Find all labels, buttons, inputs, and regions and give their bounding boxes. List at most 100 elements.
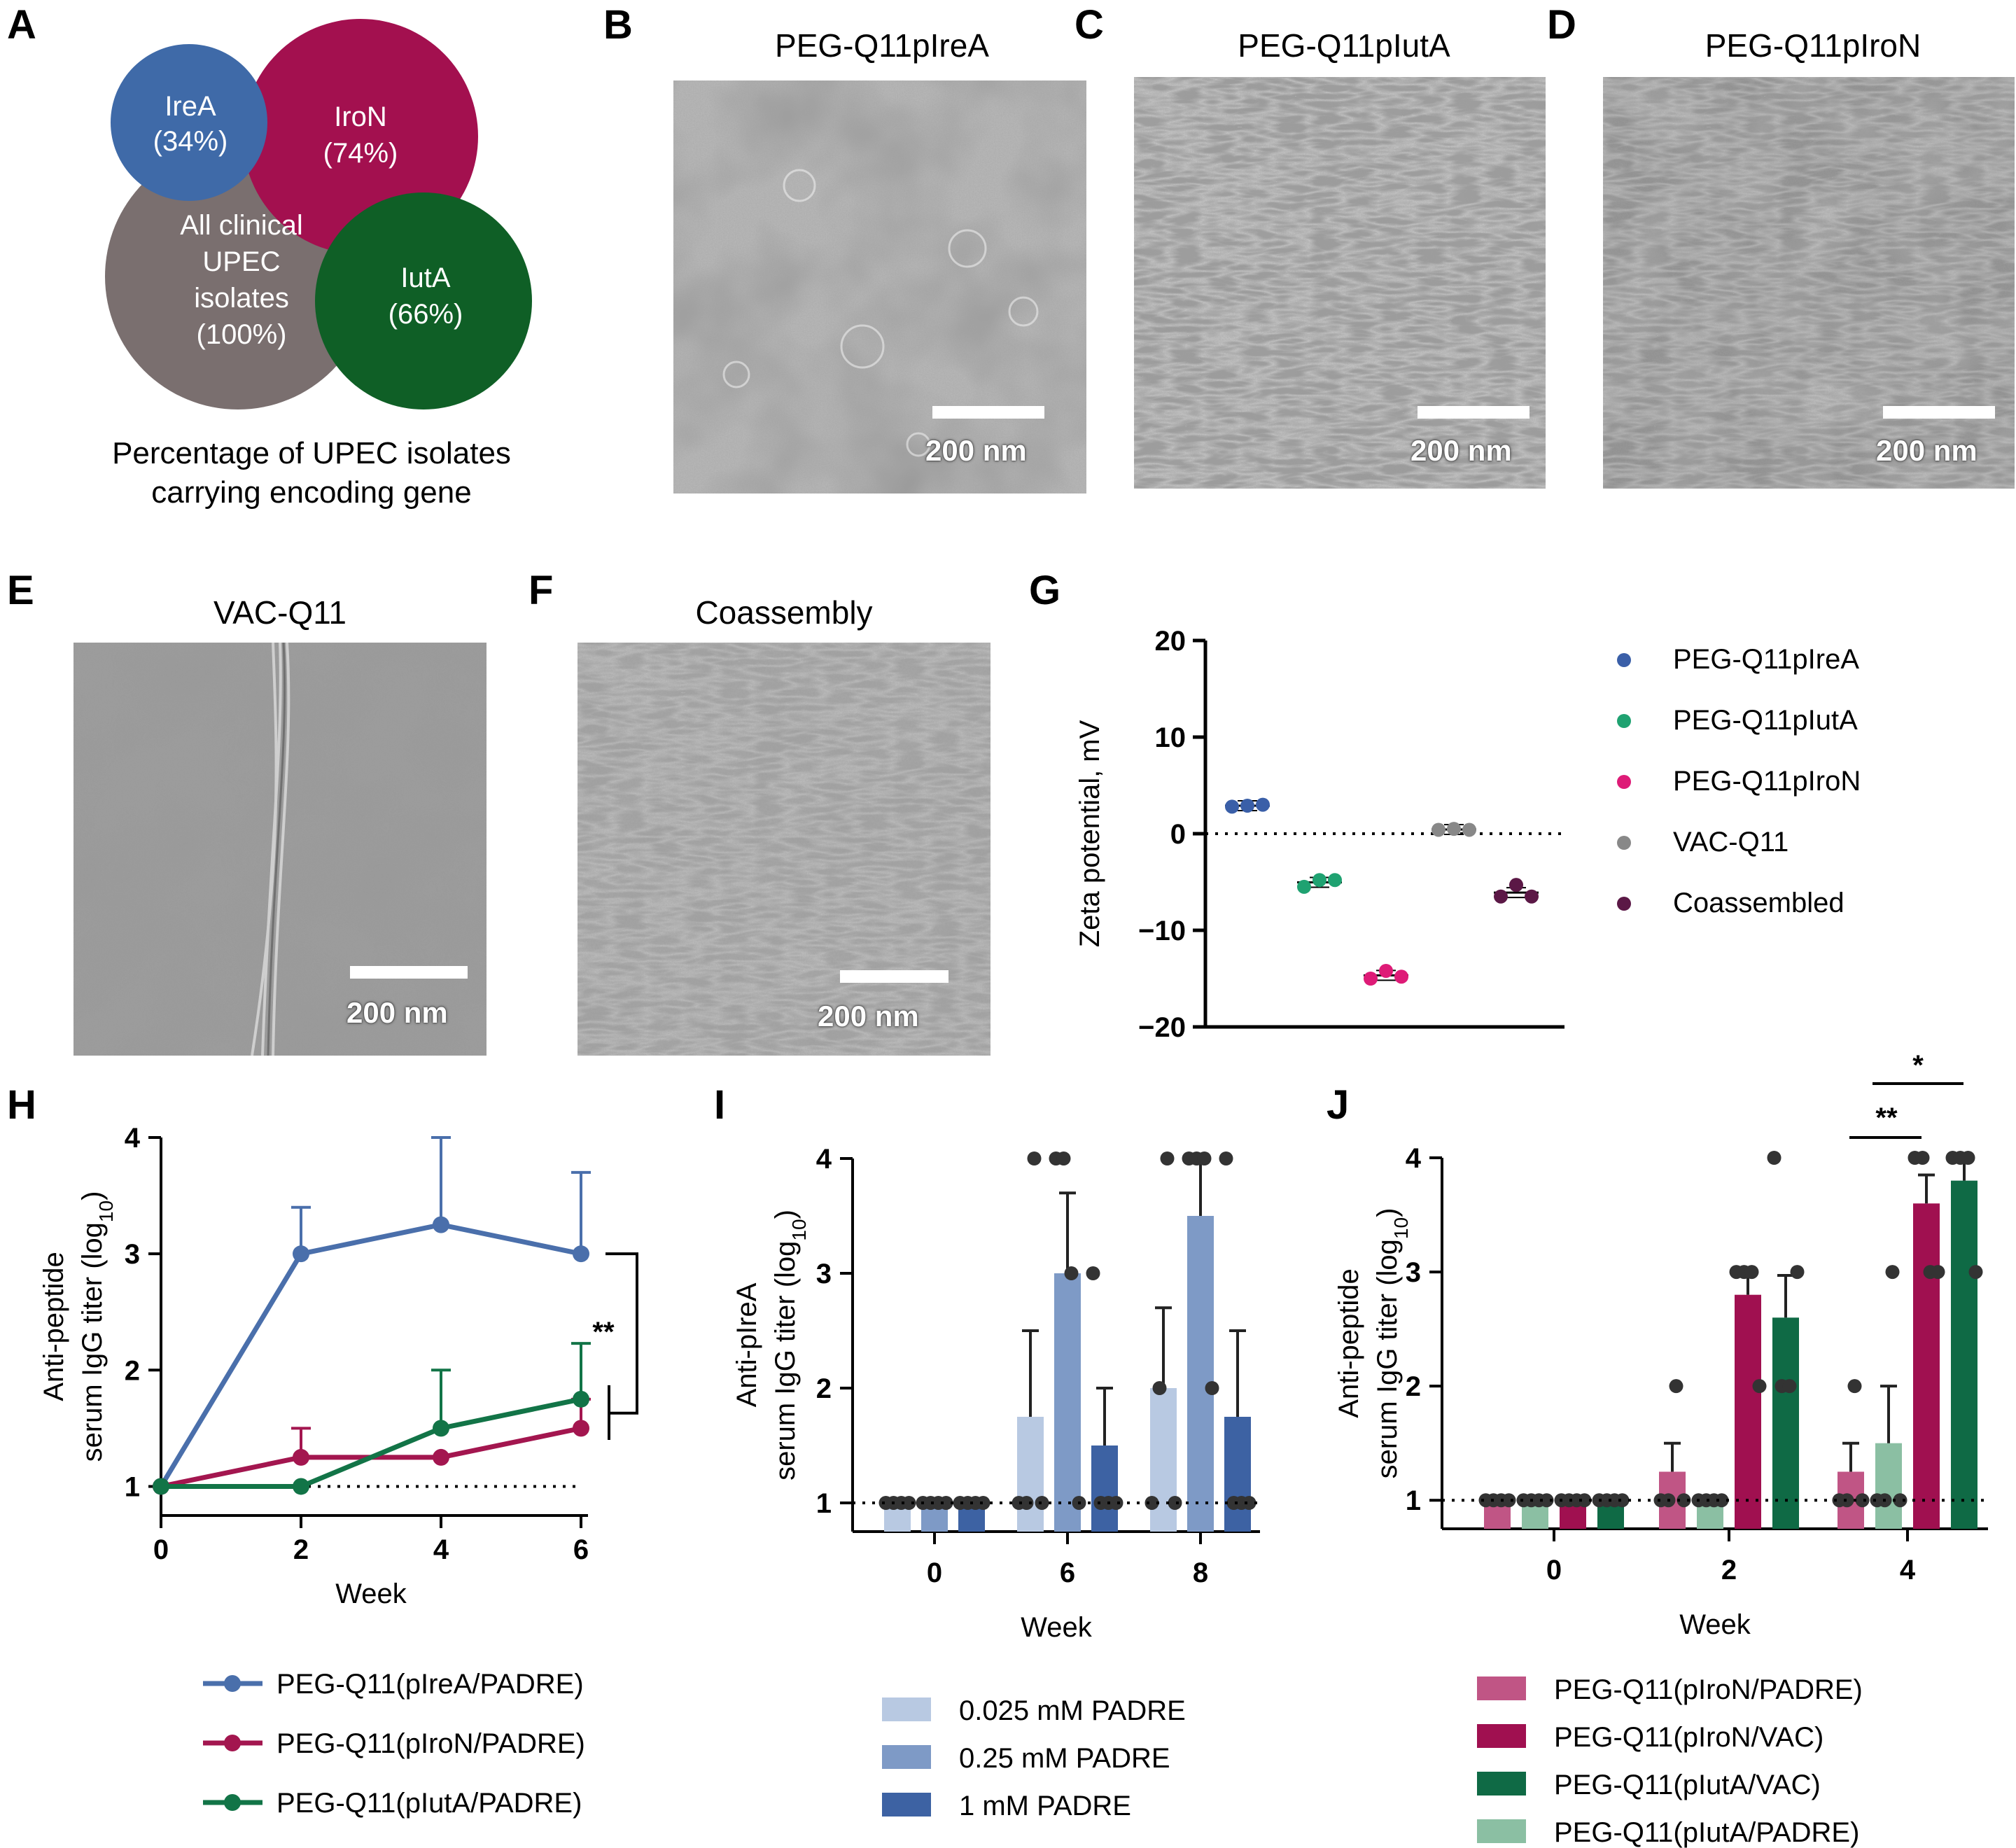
bar-data-point <box>1915 1151 1930 1165</box>
bar-data-point <box>1160 1152 1175 1166</box>
bar-x-axis-label: Week <box>1021 1612 1093 1643</box>
h-x-tick-label: 0 <box>153 1534 169 1565</box>
bar-data-point <box>1752 1379 1767 1394</box>
bar-x-tick-label: 6 <box>1060 1558 1075 1588</box>
panel-label-e: E <box>7 568 34 613</box>
anti-peptide-bar-chart: 1 2 3 4 0 2 4 Week Anti-peptide serum IgG titer (… <box>1334 1050 1988 1848</box>
bar <box>1091 1446 1118 1532</box>
bar-y-tick-label: 4 <box>816 1144 832 1175</box>
tem-title-f: Coassembly <box>695 594 873 631</box>
g-legend-label: PEG-Q11pIroN <box>1673 766 1861 797</box>
y-axis-label-line1: Anti-pIreA <box>732 1282 762 1407</box>
h-legend-label: PEG-Q11(pIroN/PADRE) <box>276 1728 585 1759</box>
y-axis-label-text: serum IgG titer (log <box>770 1241 801 1480</box>
h-x-tick-label: 4 <box>433 1534 449 1565</box>
g-legend-marker <box>1617 653 1631 667</box>
g-legend-label: PEG-Q11pIutA <box>1673 705 1858 736</box>
bar <box>1054 1273 1081 1532</box>
bar-data-point <box>1961 1151 1975 1165</box>
scale-bar-b <box>932 406 1044 419</box>
bar-data-point <box>902 1496 916 1510</box>
venn-circle-irea <box>111 44 267 201</box>
bar-y-tick-label: 1 <box>816 1488 832 1519</box>
h-y-tick-label: 4 <box>125 1123 141 1154</box>
j-sig-label-double: ** <box>1875 1102 1898 1133</box>
g-data-point <box>1494 889 1508 904</box>
scale-label-e: 200 nm <box>346 996 448 1029</box>
bar-y-tick-label: 2 <box>816 1373 832 1404</box>
bar-legend-swatch <box>1477 1819 1526 1843</box>
bar-legend-swatch <box>882 1745 931 1769</box>
g-y-axis-label: Zeta potential, mV <box>1074 720 1105 947</box>
h-y-tick-label: 2 <box>125 1355 140 1386</box>
venn-label-iron: IroN <box>334 102 387 132</box>
venn-label-all-3: isolates <box>194 283 289 314</box>
venn-label-iuta: IutA <box>400 262 450 293</box>
tem-image-c: 200 nm <box>1134 77 1546 489</box>
g-data-point <box>1379 963 1393 978</box>
bar <box>1017 1417 1044 1532</box>
bar-y-tick-label: 3 <box>1406 1257 1421 1288</box>
venn-circle-iuta <box>315 192 532 410</box>
g-legend-marker <box>1617 836 1631 850</box>
panel-label-i: I <box>714 1082 726 1128</box>
bar <box>1772 1317 1799 1529</box>
bar-data-point <box>1931 1265 1945 1280</box>
g-legend-label: PEG-Q11pIreA <box>1673 644 1859 675</box>
anti-peptide-line-chart: 1 2 3 4 0 2 4 6 Week Anti-peptide serum IgG titer … <box>38 1123 638 1819</box>
bar-data-point <box>1035 1496 1049 1510</box>
bar-data-point <box>1539 1493 1554 1508</box>
bar-data-point <box>1968 1265 1983 1280</box>
y-axis-label-sub: 10 <box>788 1219 810 1240</box>
g-data-point <box>1312 873 1326 888</box>
bar-y-tick-label: 3 <box>816 1259 832 1289</box>
g-data-point <box>1256 797 1270 812</box>
g-data-point <box>1225 799 1239 814</box>
bar-legend-swatch <box>1477 1772 1526 1795</box>
g-data-point <box>1240 798 1254 813</box>
zeta-potential-chart: −20 −10 0 10 20 Zeta potential, mV PEG-Q11pIre… <box>1074 626 1861 1043</box>
bar-data-point <box>1242 1496 1256 1510</box>
bar <box>1875 1443 1902 1529</box>
bar-data-point <box>1086 1266 1100 1280</box>
venn-label-all-1: All clinical <box>180 210 303 241</box>
tem-image-d: 200 nm <box>1603 77 2015 489</box>
h-legend-marker <box>224 1675 241 1692</box>
bar-data-point <box>1885 1265 1900 1280</box>
g-data-point <box>1432 822 1446 837</box>
bar-data-point <box>1197 1152 1212 1166</box>
bar-data-point <box>939 1496 953 1510</box>
venn-pct-all: (100%) <box>197 319 287 350</box>
y-axis-label-sub: 10 <box>1390 1217 1412 1239</box>
scale-bar-c <box>1418 406 1530 419</box>
panel-label-h: H <box>7 1082 36 1128</box>
bar-data-point <box>1676 1493 1691 1508</box>
g-data-point <box>1462 822 1476 837</box>
bar <box>1150 1388 1177 1532</box>
tem-title-d: PEG-Q11pIroN <box>1704 27 1921 64</box>
bar-legend-label: 0.25 mM PADRE <box>959 1743 1170 1774</box>
bar-legend-swatch <box>882 1793 931 1816</box>
bar-data-point <box>1109 1496 1124 1510</box>
bar-data-point <box>1790 1265 1805 1280</box>
scale-label-d: 200 nm <box>1876 434 1977 467</box>
y-axis-label-end: ) <box>77 1191 108 1200</box>
bar-data-point <box>1577 1493 1592 1508</box>
g-data-point <box>1509 878 1523 892</box>
bar <box>1913 1203 1940 1529</box>
y-axis-label-sub: 10 <box>95 1200 117 1222</box>
bar-data-point <box>1152 1381 1167 1395</box>
bar <box>1951 1180 1977 1529</box>
tem-title-e: VAC-Q11 <box>213 594 347 631</box>
bar-x-tick-label: 8 <box>1193 1558 1208 1588</box>
venn-label-all-2: UPEC <box>202 246 280 277</box>
bar-y-tick-label: 1 <box>1406 1485 1421 1516</box>
g-legend-label: Coassembled <box>1673 888 1844 918</box>
g-y-tick-label: 10 <box>1155 722 1186 753</box>
h-data-point <box>573 1390 589 1408</box>
g-y-tick-label: −10 <box>1138 916 1186 946</box>
g-legend-marker <box>1617 897 1631 911</box>
bar-data-point <box>1847 1379 1862 1394</box>
g-y-tick-label: 20 <box>1155 626 1186 657</box>
panel-label-b: B <box>603 2 633 48</box>
